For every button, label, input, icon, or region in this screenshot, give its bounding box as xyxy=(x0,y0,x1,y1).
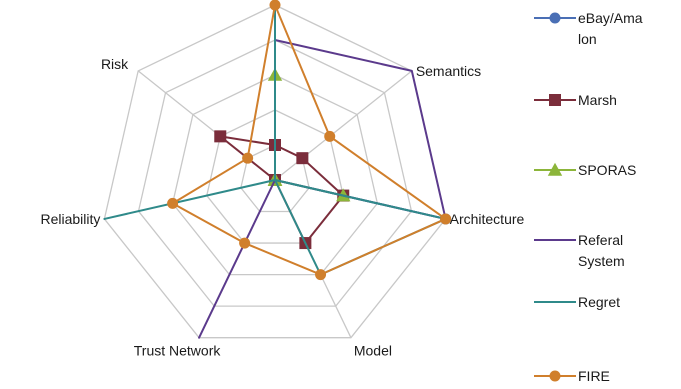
axis-label-semantics: Semantics xyxy=(416,63,481,79)
axis-label-trust-network: Trust Network xyxy=(134,343,222,359)
legend-label: System xyxy=(578,253,625,269)
legend-label: Regret xyxy=(578,294,620,310)
grid-ring xyxy=(137,39,413,307)
axis-label-reliability: Reliability xyxy=(40,211,100,227)
legend-label: Marsh xyxy=(578,92,617,108)
legend-label: lon xyxy=(578,31,597,47)
series-fire-point-6-marker xyxy=(242,152,254,164)
legend-swatch-marker xyxy=(549,94,561,106)
legend: eBay/Ama lon Marsh SPORAS Referal System Regre… xyxy=(534,10,643,384)
legend-swatch-marker xyxy=(549,12,561,24)
legend-label: FIRE xyxy=(578,368,610,384)
series-line-fire xyxy=(171,4,447,276)
legend-item-fire: FIRE xyxy=(534,368,610,384)
legend-label: eBay/Ama xyxy=(578,10,643,26)
legend-swatch-marker xyxy=(547,162,563,176)
series-fire-point-4-marker xyxy=(239,237,251,249)
axis-label-architecture: Architecture xyxy=(450,211,525,227)
legend-item-referal-system: Referal System xyxy=(534,232,625,269)
axis-label-risk: Risk xyxy=(101,56,129,72)
series-fire-point-0-marker xyxy=(269,0,281,11)
axis-label-model: Model xyxy=(354,343,392,359)
series-regret xyxy=(103,4,447,276)
legend-item-regret: Regret xyxy=(534,294,620,310)
series-fire xyxy=(167,0,452,281)
series-fire-point-5-marker xyxy=(167,197,179,209)
legend-item-ebay-amazon: eBay/Ama lon xyxy=(534,10,643,47)
series-group xyxy=(103,0,452,339)
series-fire-point-1-marker xyxy=(324,130,336,142)
legend-item-marsh: Marsh xyxy=(534,92,617,108)
legend-swatch-marker xyxy=(549,370,561,382)
series-marsh-point-6-marker xyxy=(214,130,227,143)
axis-labels: DimensionSemanticsArchitectureModelTrust… xyxy=(40,56,525,359)
legend-label: Referal xyxy=(578,232,623,248)
grid-ring xyxy=(171,74,379,276)
series-fire-point-2-marker xyxy=(440,213,452,225)
grid-ring xyxy=(206,109,344,244)
series-line-marsh xyxy=(219,135,345,245)
legend-label: SPORAS xyxy=(578,162,636,178)
series-fire-point-3-marker xyxy=(315,269,327,281)
series-marsh-point-1-marker xyxy=(296,152,309,165)
series-line-regret xyxy=(103,4,447,276)
legend-item-sporas: SPORAS xyxy=(534,162,636,178)
